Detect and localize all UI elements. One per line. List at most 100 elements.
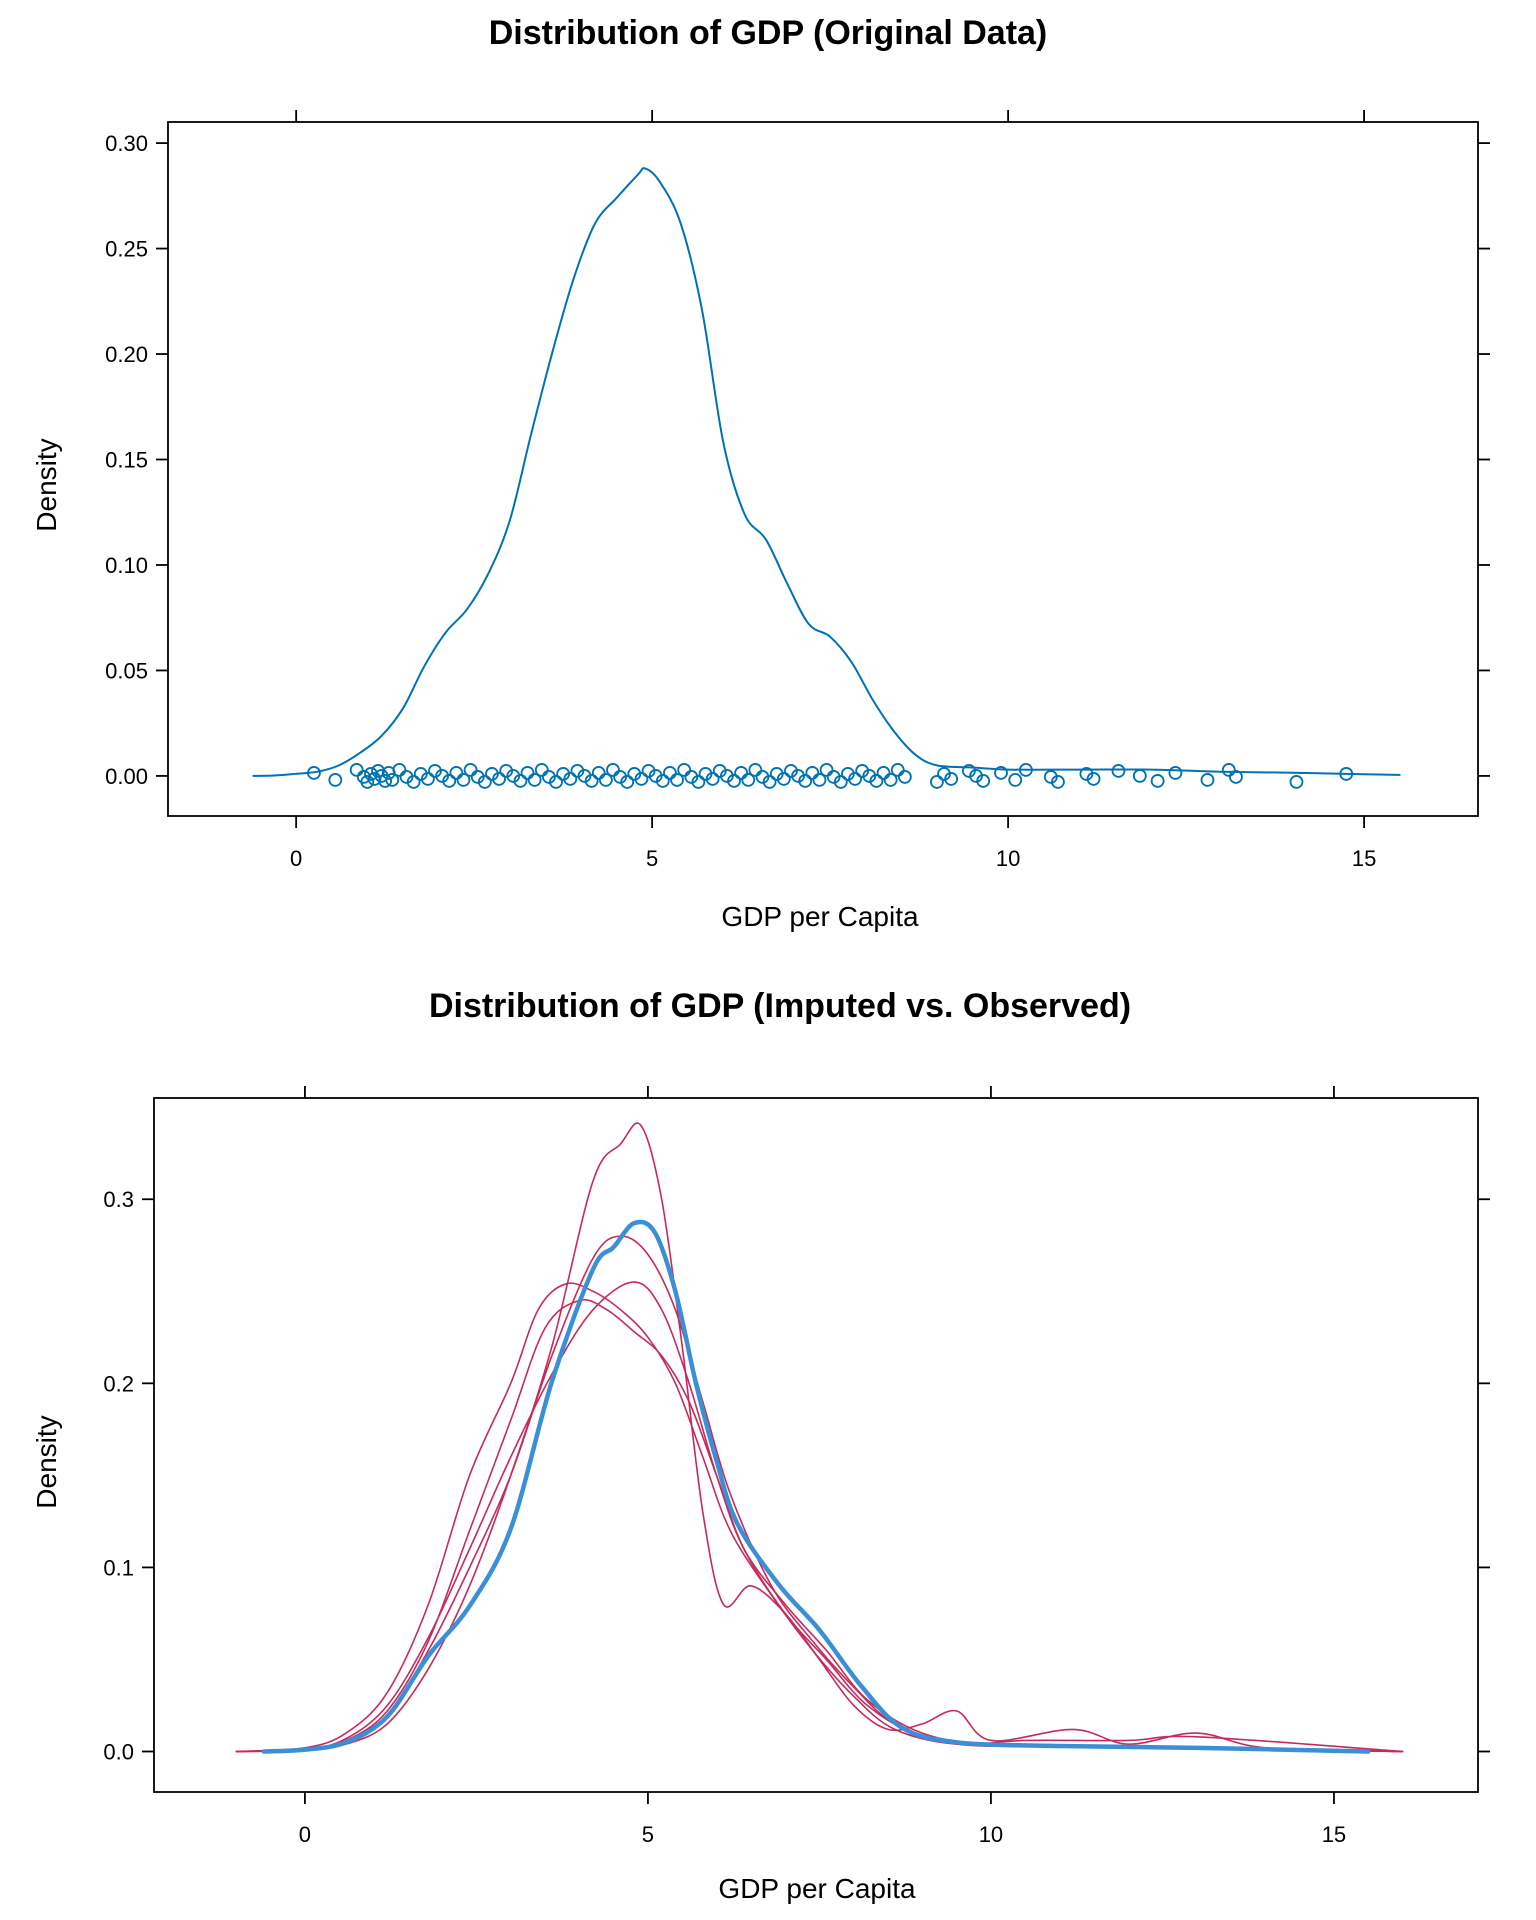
rug-point xyxy=(1289,775,1304,789)
rug-point xyxy=(606,763,620,777)
x-axis-ticks: 0 5 10 15 xyxy=(290,110,1376,871)
rug-point xyxy=(670,773,684,787)
y-tick-label: 0.2 xyxy=(103,1371,134,1396)
rug-point xyxy=(385,773,400,787)
imputed-vs-observed-panel: Distribution of GDP (Imputed vs. Observe… xyxy=(31,987,1490,1904)
y-tick-label: 0.1 xyxy=(103,1555,134,1580)
rug-point xyxy=(819,763,834,777)
x-tick-label: 15 xyxy=(1352,846,1376,871)
y-axis-label: Density xyxy=(31,438,62,531)
y-tick-label: 0.10 xyxy=(105,553,148,578)
rug-point xyxy=(994,766,1008,780)
rug-point xyxy=(741,773,756,787)
rug-point xyxy=(406,775,421,789)
rug-point xyxy=(463,763,478,777)
rug-point xyxy=(598,773,613,787)
rug-point xyxy=(1132,769,1147,783)
rug-point xyxy=(883,773,898,787)
imputed-density-line xyxy=(235,1282,1404,1753)
rug-point xyxy=(520,766,535,780)
rug-point xyxy=(876,766,891,780)
rug-point xyxy=(1339,767,1354,781)
y-tick-label: 0.0 xyxy=(103,1740,134,1765)
rug-point xyxy=(1150,774,1165,788)
rug-point xyxy=(691,775,706,789)
rug-point xyxy=(477,775,492,789)
rug-point xyxy=(930,775,944,789)
observed-density-line xyxy=(261,1219,1371,1754)
rug-point xyxy=(360,775,375,789)
y-tick-label: 0.25 xyxy=(105,237,148,262)
x-axis-label: GDP per Capita xyxy=(721,901,919,932)
rug-point xyxy=(349,763,364,777)
rug-point xyxy=(307,766,321,780)
rug-point xyxy=(1086,772,1101,786)
observed-density-line xyxy=(252,167,1401,777)
rug-point xyxy=(677,763,692,777)
x-tick-label: 0 xyxy=(290,846,302,871)
y-axis-ticks: 0.0 0.1 0.2 0.3 xyxy=(103,1187,1490,1765)
y-tick-label: 0.3 xyxy=(103,1187,134,1212)
x-axis-ticks: 0 5 10 15 xyxy=(299,1086,1346,1847)
chart-title: Distribution of GDP (Imputed vs. Observe… xyxy=(429,987,1131,1025)
rug-point xyxy=(776,772,791,786)
rug-point xyxy=(1168,766,1183,780)
rug-point xyxy=(563,772,578,786)
rug-point xyxy=(420,772,435,786)
rug-point xyxy=(890,763,905,777)
x-tick-label: 0 xyxy=(299,1822,311,1847)
y-tick-label: 0.00 xyxy=(105,764,148,789)
plot-frame xyxy=(153,1097,1479,1793)
x-tick-label: 10 xyxy=(996,846,1020,871)
rug-point xyxy=(584,774,599,788)
rug-point xyxy=(848,772,862,786)
rug-point xyxy=(833,775,848,789)
density-lines xyxy=(235,1122,1404,1754)
y-tick-label: 0.15 xyxy=(105,448,148,473)
rug-point xyxy=(805,766,820,780)
x-tick-label: 15 xyxy=(1322,1822,1346,1847)
rug-point xyxy=(869,774,884,788)
imputed-density-line xyxy=(235,1122,1404,1753)
rug-point xyxy=(812,773,827,787)
rug-point xyxy=(944,772,959,786)
rug-point xyxy=(727,774,741,788)
rug-point xyxy=(513,774,528,788)
rug-points xyxy=(307,763,1354,789)
x-tick-label: 5 xyxy=(646,846,658,871)
x-tick-label: 5 xyxy=(642,1822,654,1847)
rug-point xyxy=(328,773,343,787)
rug-point xyxy=(976,774,991,788)
rug-point xyxy=(591,766,606,780)
rug-point xyxy=(1200,773,1215,787)
rug-point xyxy=(378,774,393,788)
rug-point xyxy=(655,774,670,788)
rug-point xyxy=(1008,773,1023,787)
y-axis-ticks: 0.00 0.05 0.10 0.15 0.20 0.25 0.30 xyxy=(105,131,1490,789)
rug-point xyxy=(897,770,912,784)
rug-point xyxy=(527,773,542,787)
chart-title: Distribution of GDP (Original Data) xyxy=(489,14,1048,52)
y-tick-label: 0.30 xyxy=(105,131,148,156)
y-axis-label: Density xyxy=(31,1415,62,1508)
rug-point xyxy=(663,766,677,780)
rug-point xyxy=(549,775,563,789)
original-data-panel: Distribution of GDP (Original Data) GDP … xyxy=(31,14,1490,932)
rug-point xyxy=(1019,763,1033,777)
y-tick-label: 0.20 xyxy=(105,342,148,367)
rug-point xyxy=(1111,764,1126,778)
plot-frame xyxy=(167,121,1479,817)
rug-point xyxy=(449,766,464,780)
rug-point xyxy=(734,766,749,780)
density-lines xyxy=(252,167,1401,777)
rug-point xyxy=(748,763,763,777)
rug-point xyxy=(1229,770,1243,784)
rug-point xyxy=(392,763,407,777)
rug-point xyxy=(1051,775,1065,789)
rug-point xyxy=(492,772,506,786)
rug-point xyxy=(367,772,382,786)
x-axis-label: GDP per Capita xyxy=(718,1873,916,1904)
x-tick-label: 10 xyxy=(979,1822,1003,1847)
